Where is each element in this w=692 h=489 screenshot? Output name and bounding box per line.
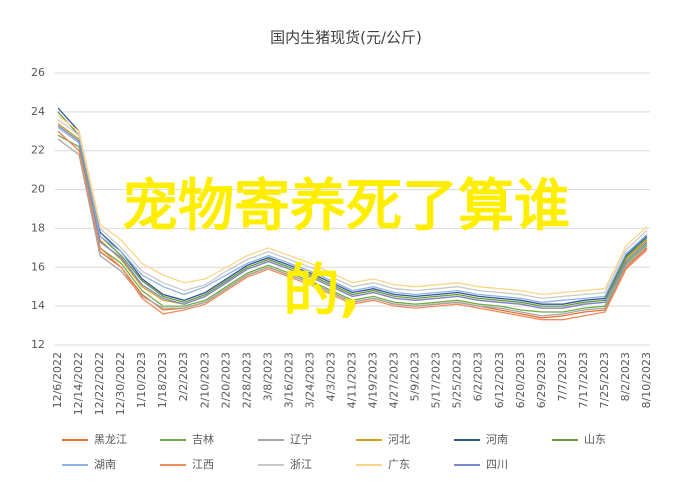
- x-tick-label: 4/27/2023: [388, 352, 401, 408]
- legend-label: 河北: [388, 433, 410, 446]
- series-line: [57, 119, 648, 300]
- y-tick-label: 22: [31, 144, 45, 157]
- x-tick-label: 12/30/2022: [114, 352, 127, 415]
- x-tick-label: 6/20/2023: [514, 352, 527, 408]
- legend-label: 黑龙江: [94, 433, 127, 446]
- series-line: [57, 126, 648, 303]
- overlay-text: 的,: [283, 259, 360, 324]
- x-tick-label: 7/7/2023: [556, 352, 569, 401]
- x-tick-label: 2/28/2023: [240, 352, 253, 408]
- x-tick-label: 4/19/2023: [367, 352, 380, 408]
- series-line: [57, 115, 648, 296]
- x-tick-label: 3/16/2023: [282, 352, 295, 408]
- x-tick-label: 5/25/2023: [451, 352, 464, 408]
- x-tick-label: 2/20/2023: [219, 352, 232, 408]
- series-line: [57, 111, 648, 307]
- legend-label: 河南: [486, 433, 508, 446]
- x-tick-label: 6/12/2023: [493, 352, 506, 408]
- legend-label: 江西: [192, 458, 214, 471]
- x-tick-label: 3/24/2023: [303, 352, 316, 408]
- series-line: [57, 138, 648, 317]
- legend-label: 山东: [584, 433, 606, 446]
- series-line: [57, 107, 648, 305]
- y-tick-label: 14: [31, 299, 45, 312]
- x-tick-label: 7/25/2023: [598, 352, 611, 408]
- x-tick-label: 6/2/2023: [472, 352, 485, 401]
- x-tick-label: 6/29/2023: [535, 352, 548, 408]
- legend-label: 吉林: [192, 432, 214, 446]
- plot-area: 12 14 16 18 20 22 24 26 12/6/2022 12/14/2022 12/22…: [31, 66, 653, 415]
- x-tick-label: 1/18/2023: [156, 352, 169, 408]
- x-tick-label: 8/2/2023: [619, 352, 632, 401]
- y-tick-label: 26: [31, 66, 45, 79]
- x-tick-label: 12/22/2022: [93, 352, 106, 415]
- x-tick-label: 7/17/2023: [577, 352, 590, 408]
- y-tick-label: 24: [31, 105, 45, 118]
- x-tick-label: 5/17/2023: [430, 352, 443, 408]
- y-tick-label: 20: [31, 183, 45, 196]
- legend-label: 浙江: [290, 458, 312, 471]
- x-tick-label: 2/2/2023: [177, 352, 190, 401]
- y-tick-label: 12: [31, 338, 45, 351]
- overlay-text: 宠物寄养死了算谁: [122, 174, 570, 239]
- legend-label: 辽宁: [290, 432, 312, 446]
- series-line: [57, 134, 648, 313]
- x-tick-label: 12/6/2022: [51, 352, 64, 408]
- legend-label: 四川: [486, 458, 508, 471]
- x-tick-label: 1/10/2023: [135, 352, 148, 408]
- x-tick-label: 3/8/2023: [261, 352, 274, 401]
- x-tick-label: 12/14/2022: [72, 352, 85, 415]
- chart-title: 国内生猪现货(元/公斤): [270, 29, 422, 47]
- x-tick-label: 5/9/2023: [409, 352, 422, 401]
- x-tick-label: 4/3/2023: [324, 352, 337, 401]
- x-tick-label: 4/11/2023: [346, 352, 359, 408]
- y-tick-label: 18: [31, 221, 45, 234]
- x-tick-label: 2/10/2023: [198, 352, 211, 408]
- series-line: [57, 124, 648, 309]
- y-tick-label: 16: [31, 260, 45, 273]
- x-tick-label: 8/10/2023: [640, 352, 653, 408]
- series-line: [57, 130, 648, 321]
- legend-label: 湖南: [94, 458, 116, 471]
- legend-label: 广东: [388, 458, 410, 471]
